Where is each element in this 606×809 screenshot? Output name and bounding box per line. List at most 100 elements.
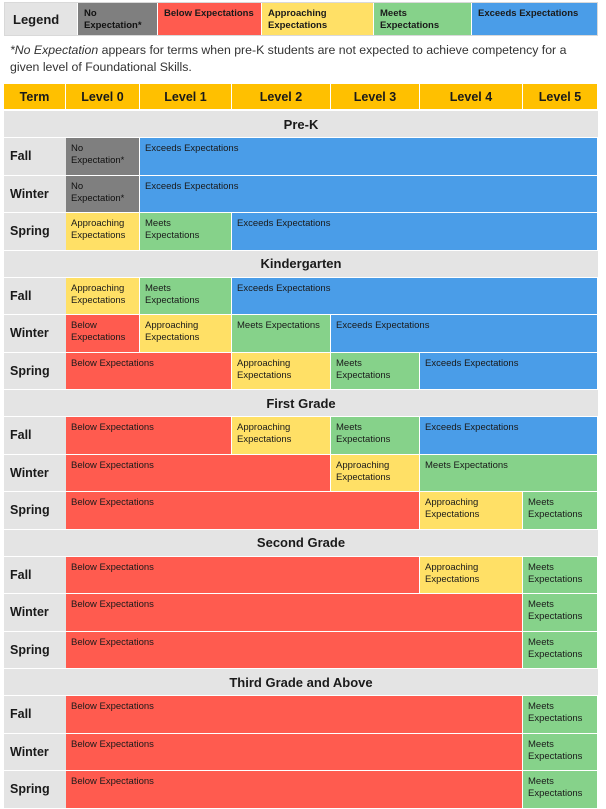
header-level-2: Level 2 (232, 84, 331, 109)
term-label: Winter (10, 605, 49, 620)
expectation-cell-meets: Meets Expectations (523, 631, 598, 668)
section-title: Second Grade (4, 529, 598, 557)
expectation-cell-meets: Meets Expectations (331, 417, 420, 454)
section-title: Kindergarten (4, 250, 598, 278)
term-label: Winter (10, 465, 49, 480)
level-cells: Below Expectations Meets Expectations (66, 771, 598, 808)
expectation-cell-meets: Meets Expectations (523, 696, 598, 733)
expectation-cell-below: Below Expectations (66, 733, 523, 770)
table-row: Winter Below Expectations Approaching Expe… (4, 315, 598, 353)
expectation-cell-meets: Meets Expectations (140, 277, 232, 314)
legend-item-approaching: Approaching Expectations (261, 3, 373, 35)
term-label: Fall (10, 149, 32, 164)
legend-item-exceeds: Exceeds Expectations (471, 3, 597, 35)
header-level-1: Level 1 (140, 84, 232, 109)
table-row: Spring Below Expectations Approaching Expe… (4, 492, 598, 530)
level-cells: Below Expectations Meets Expectations (66, 594, 598, 631)
header-level-5: Level 5 (523, 84, 598, 109)
expectation-cell-approach: Approaching Expectations (140, 315, 232, 352)
expectations-table: Term Level 0 Level 1 Level 2 Level 3 Lev… (4, 84, 598, 809)
table-row: Winter Below Expectations Meets Expectatio… (4, 733, 598, 771)
expectation-cell-meets: Meets Expectations (420, 454, 598, 491)
expectation-cell-exceeds: Exceeds Expectations (232, 277, 598, 314)
level-cells: Below Expectations Approaching Expectatio… (66, 556, 598, 593)
level-cells: Below Expectations Meets Expectations (66, 696, 598, 733)
expectation-cell-below: Below Expectations (66, 771, 523, 808)
term-label: Spring (10, 782, 50, 797)
term-label: Fall (10, 567, 32, 582)
table-row: Fall No Expectation* Exceeds Expectations (4, 138, 598, 176)
section-title: Pre-K (4, 111, 598, 138)
expectation-cell-meets: Meets Expectations (140, 213, 232, 250)
table-row: Winter No Expectation* Exceeds Expectation… (4, 175, 598, 213)
legend-item-no-expectation: No Expectation* (77, 3, 157, 35)
expectation-cell-meets: Meets Expectations (523, 492, 598, 529)
header-level-4: Level 4 (420, 84, 523, 109)
expectation-cell-approach: Approaching Expectations (420, 556, 523, 593)
header-level-3: Level 3 (331, 84, 420, 109)
grade-sections: Pre-K Fall No Expectation* Exceeds Expectat… (4, 111, 598, 809)
level-cells: Below Expectations Meets Expectations (66, 631, 598, 668)
expectation-cell-below: Below Expectations (66, 454, 331, 491)
header-level-0: Level 0 (66, 84, 140, 109)
legend-bar: Legend No Expectation* Below Expectation… (4, 2, 598, 36)
term-label: Fall (10, 707, 32, 722)
term-label: Spring (10, 642, 50, 657)
expectation-cell-approach: Approaching Expectations (232, 352, 331, 389)
expectation-cell-meets: Meets Expectations (523, 556, 598, 593)
table-row: Spring Approaching Expectations Meets Expe… (4, 213, 598, 251)
table-row: Fall Below Expectations Approaching Expect… (4, 417, 598, 455)
expectation-cell-meets: Meets Expectations (523, 771, 598, 808)
expectation-cell-approach: Approaching Expectations (331, 454, 420, 491)
expectation-cell-exceeds: Exceeds Expectations (420, 417, 598, 454)
table-row: Fall Approaching Expectations Meets Expect… (4, 277, 598, 315)
expectation-cell-approach: Approaching Expectations (420, 492, 523, 529)
term-label: Spring (10, 363, 50, 378)
expectation-cell-below: Below Expectations (66, 492, 420, 529)
level-cells: Below Expectations Meets Expectations (66, 733, 598, 770)
table-row: Spring Below Expectations Meets Expectatio… (4, 771, 598, 809)
footnote-emphasis: *No Expectation (10, 43, 99, 57)
expectation-cell-below: Below Expectations (66, 556, 420, 593)
table-row: Spring Below Expectations Approaching Expe… (4, 352, 598, 390)
term-label: Spring (10, 503, 50, 518)
level-cells: Approaching Expectations Meets Expectatio… (66, 213, 598, 250)
level-cells: Below Expectations Approaching Expectatio… (66, 315, 598, 352)
section-title: Third Grade and Above (4, 669, 598, 696)
legend-label: Legend (5, 3, 77, 35)
term-label: Winter (10, 744, 49, 759)
section-title: First Grade (4, 390, 598, 417)
table-row: Winter Below Expectations Approaching Expe… (4, 454, 598, 492)
expectation-cell-below: Below Expectations (66, 417, 232, 454)
term-label: Fall (10, 428, 32, 443)
expectation-cell-below: Below Expectations (66, 696, 523, 733)
header-term: Term (4, 84, 66, 109)
expectation-cell-approach: Approaching Expectations (232, 417, 331, 454)
expectation-cell-approach: Approaching Expectations (66, 277, 140, 314)
table-row: Winter Below Expectations Meets Expectatio… (4, 594, 598, 632)
level-cells: Below Expectations Approaching Expectatio… (66, 454, 598, 491)
term-label: Winter (10, 326, 49, 341)
level-cells: Approaching Expectations Meets Expectatio… (66, 277, 598, 314)
expectation-cell-meets: Meets Expectations (523, 594, 598, 631)
term-label: Winter (10, 186, 49, 201)
expectation-cell-meets: Meets Expectations (232, 315, 331, 352)
expectation-cell-exceeds: Exceeds Expectations (140, 175, 598, 212)
footnote: *No Expectation appears for terms when p… (4, 38, 598, 80)
expectation-cell-none: No Expectation* (66, 175, 140, 212)
expectation-cell-exceeds: Exceeds Expectations (331, 315, 598, 352)
legend-item-meets: Meets Expectations (373, 3, 471, 35)
table-header-row: Term Level 0 Level 1 Level 2 Level 3 Lev… (4, 84, 598, 111)
table-row: Spring Below Expectations Meets Expectatio… (4, 631, 598, 669)
expectation-cell-meets: Meets Expectations (523, 733, 598, 770)
expectation-cell-below: Below Expectations (66, 352, 232, 389)
expectation-cell-below: Below Expectations (66, 594, 523, 631)
table-row: Fall Below Expectations Approaching Expect… (4, 556, 598, 594)
term-label: Fall (10, 288, 32, 303)
expectation-cell-exceeds: Exceeds Expectations (232, 213, 598, 250)
table-row: Fall Below Expectations Meets Expectations (4, 696, 598, 734)
level-cells: No Expectation* Exceeds Expectations (66, 138, 598, 175)
level-cells: Below Expectations Approaching Expectatio… (66, 352, 598, 389)
term-label: Spring (10, 224, 50, 239)
expectation-cell-below: Below Expectations (66, 315, 140, 352)
